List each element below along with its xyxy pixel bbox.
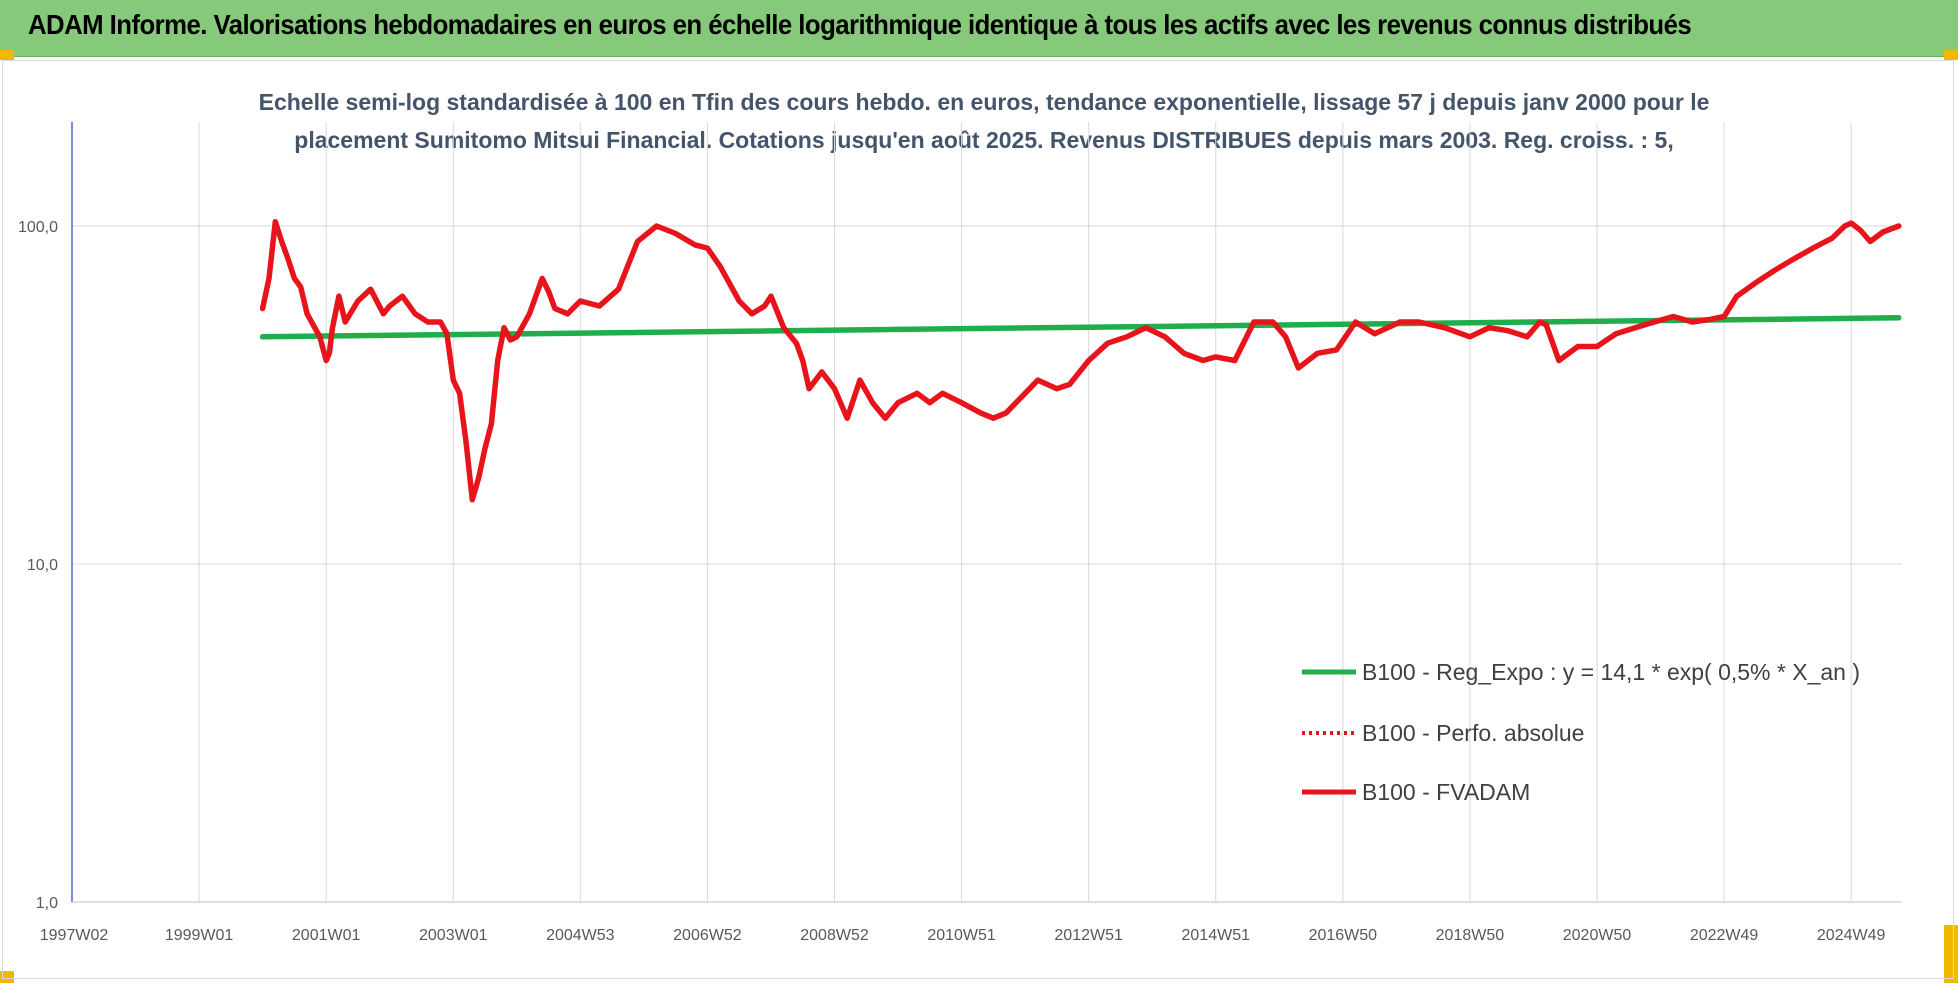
x-tick-label: 2004W53 <box>546 927 615 944</box>
axes <box>71 122 1902 903</box>
legend-label-2: B100 - FVADAM <box>1362 779 1530 805</box>
corner-marker-top-left <box>0 50 14 60</box>
x-tick-label: 2012W51 <box>1054 927 1123 944</box>
gridlines <box>72 122 1902 903</box>
x-tick-label: 1997W02 <box>40 927 109 944</box>
series-line-2 <box>259 218 1902 503</box>
x-tick-label: 2003W01 <box>419 927 488 944</box>
x-tick-label: 2016W50 <box>1309 927 1378 944</box>
legend-label-1: B100 - Perfo. absolue <box>1362 720 1584 746</box>
chart-frame <box>2 60 1954 979</box>
series-lines <box>259 218 1902 503</box>
x-tick-label: 2001W01 <box>292 927 361 944</box>
series-line-0 <box>259 315 1902 340</box>
x-tick-label: 1999W01 <box>165 927 234 944</box>
x-tick-label: 2010W51 <box>927 927 996 944</box>
y-tick-label: 10,0 <box>27 557 58 574</box>
chart-subtitle-line2: placement Sumitomo Mitsui Financial. Cot… <box>294 127 1673 153</box>
y-tick-label: 1,0 <box>36 895 58 912</box>
x-tick-label: 2006W52 <box>673 927 742 944</box>
legend: B100 - Reg_Expo : y = 14,1 * exp( 0,5% *… <box>1302 659 1860 805</box>
header-banner: ADAM Informe. Valorisations hebdomadaire… <box>0 0 1958 57</box>
x-tick-label: 2024W49 <box>1817 927 1886 944</box>
x-tick-label: 2018W50 <box>1436 927 1505 944</box>
x-tick-labels: 1997W02 1999W01 2001W01 2003W01 2004W53 2006W… <box>40 927 1886 944</box>
y-tick-label: 100,0 <box>18 219 58 236</box>
x-tick-label: 2020W50 <box>1563 927 1632 944</box>
y-tick-labels: 1,0 10,0 100,0 <box>18 219 58 912</box>
corner-marker-bottom-left <box>0 971 14 983</box>
page-title: ADAM Informe. Valorisations hebdomadaire… <box>28 9 1692 40</box>
x-tick-label: 2008W52 <box>800 927 869 944</box>
corner-marker-top-right <box>1944 50 1958 60</box>
chart-subtitle-line1: Echelle semi-log standardisée à 100 en T… <box>259 89 1710 115</box>
x-tick-label: 2014W51 <box>1182 927 1251 944</box>
legend-label-0: B100 - Reg_Expo : y = 14,1 * exp( 0,5% *… <box>1362 659 1860 685</box>
corner-marker-bottom-right <box>1944 925 1958 983</box>
x-tick-label: 2022W49 <box>1690 927 1759 944</box>
